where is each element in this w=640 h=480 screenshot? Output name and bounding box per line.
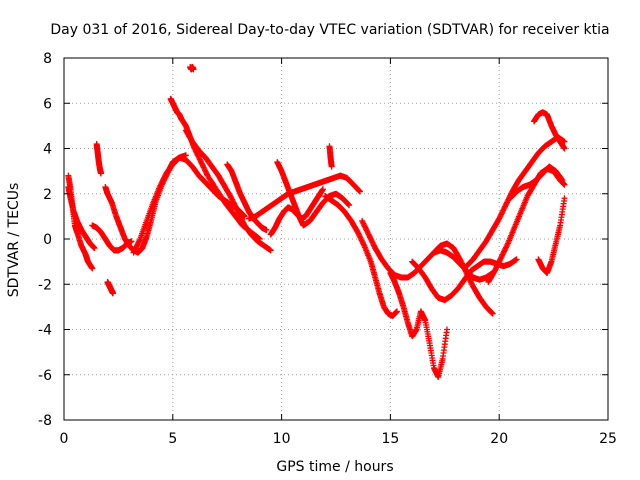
data-point bbox=[109, 290, 116, 297]
data-point bbox=[443, 326, 450, 333]
data-point bbox=[489, 309, 496, 316]
x-tick-label: 25 bbox=[599, 431, 617, 447]
y-tick-label: 4 bbox=[43, 142, 52, 158]
y-tick-label: 8 bbox=[43, 51, 52, 67]
y-tick-label: 2 bbox=[43, 187, 52, 203]
data-point bbox=[561, 195, 568, 202]
y-tick-label: -2 bbox=[38, 277, 52, 293]
series-sat-g bbox=[130, 154, 248, 256]
series-sat-x bbox=[535, 195, 568, 276]
data-point bbox=[91, 245, 98, 252]
data-point bbox=[263, 226, 270, 233]
x-tick-label: 5 bbox=[168, 431, 177, 447]
data-point bbox=[559, 177, 566, 184]
data-point bbox=[345, 201, 352, 208]
data-point bbox=[356, 187, 363, 194]
data-point bbox=[561, 181, 568, 188]
series-sat-n bbox=[267, 186, 326, 238]
chart-title: Day 031 of 2016, Sidereal Day-to-day VTE… bbox=[50, 22, 609, 38]
x-axis-label: GPS time / hours bbox=[276, 459, 393, 475]
data-point bbox=[319, 186, 326, 193]
series-sat-w bbox=[531, 109, 568, 152]
series-sat-t bbox=[430, 240, 496, 317]
y-tick-label: -8 bbox=[38, 413, 52, 429]
series-sat-p bbox=[322, 193, 400, 319]
data-point bbox=[267, 247, 274, 254]
x-tick-label: 20 bbox=[490, 431, 508, 447]
series-sat-i bbox=[187, 64, 197, 73]
y-tick-label: 6 bbox=[43, 96, 52, 112]
data-point bbox=[346, 202, 353, 209]
y-tick-label: -4 bbox=[38, 323, 52, 339]
data-point bbox=[561, 145, 568, 152]
data-point bbox=[489, 310, 496, 317]
x-tick-label: 0 bbox=[60, 431, 69, 447]
x-tick-label: 10 bbox=[273, 431, 291, 447]
data-point bbox=[513, 256, 520, 263]
series-sat-o bbox=[326, 143, 335, 170]
series-sat-y bbox=[507, 163, 566, 202]
y-tick-label: 0 bbox=[43, 232, 52, 248]
data-points bbox=[65, 64, 568, 381]
data-point bbox=[97, 170, 104, 177]
x-tick-labels: 0 5 10 15 20 25 bbox=[60, 431, 617, 447]
series-sat-j bbox=[182, 127, 274, 254]
series-sat-f bbox=[102, 152, 189, 256]
data-point bbox=[190, 66, 197, 73]
x-tick-label: 15 bbox=[381, 431, 399, 447]
series-sat-l bbox=[245, 172, 363, 222]
series-sat-d bbox=[104, 278, 116, 297]
series-sat-s bbox=[409, 256, 520, 304]
data-point bbox=[89, 265, 96, 272]
series-sat-r bbox=[387, 269, 450, 381]
y-axis-label: SDTVAR / TECUs bbox=[6, 183, 22, 298]
data-point bbox=[356, 188, 363, 195]
series-sat-c bbox=[93, 140, 104, 177]
y-tick-label: -6 bbox=[38, 368, 52, 384]
y-tick-labels: -8 -6 -4 -2 0 2 4 6 8 bbox=[38, 51, 52, 429]
series-sat-k bbox=[224, 161, 270, 233]
series-sat-q bbox=[359, 217, 496, 283]
data-point bbox=[393, 308, 400, 315]
data-point bbox=[328, 163, 335, 170]
axis-ticks bbox=[63, 57, 609, 421]
series-sat-b bbox=[65, 183, 98, 252]
data-point bbox=[558, 176, 565, 183]
